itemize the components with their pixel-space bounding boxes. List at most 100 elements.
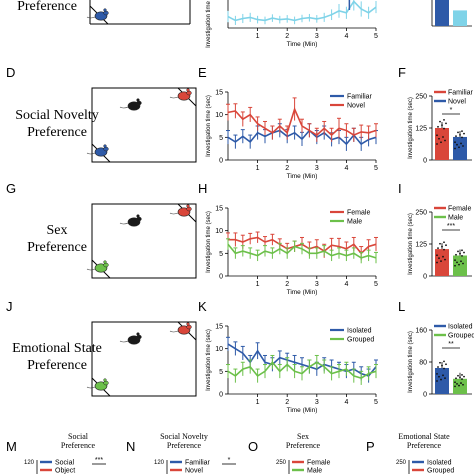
panel-E-ytick-label-1: 5	[219, 135, 223, 142]
panel-E-xtick-label-4: 5	[374, 165, 378, 172]
panel-H-ytick-label-2: 10	[215, 228, 223, 235]
panel-I-bar-0	[435, 249, 449, 276]
panel-I-dot-0-7	[445, 244, 447, 247]
panel-H-ylabel: Investigation time (sec)	[206, 211, 212, 273]
panel-N-sig-label: *	[228, 457, 231, 464]
panel-H-ytick-label-3: 15	[215, 206, 223, 213]
panel-I-dot-1-2	[458, 263, 460, 266]
panel-I-ytick-label-2: 250	[415, 210, 427, 217]
panel-I-ylabel: Investigation time (sec)	[408, 213, 414, 275]
mouse-topright-emotion-head	[186, 324, 192, 330]
panel-K-ylabel: Investigation time (sec)	[206, 329, 212, 391]
mouse-center-novelty-ear	[136, 98, 140, 102]
panel-letter-h: H	[198, 181, 208, 196]
mouse-topright-novelty-head	[186, 90, 192, 96]
panel-top-bar-bar-0	[435, 0, 449, 26]
mouse-bottomleft-novelty-head	[103, 146, 109, 152]
panel-o-title-line1: Sex	[297, 432, 309, 441]
mouse-topright-sex	[169, 204, 192, 217]
panel-F-dot-1-9	[457, 131, 459, 134]
panel-I-dot-1-5	[459, 252, 461, 255]
panel-N-legend-label-0: Familiar	[185, 460, 211, 467]
panel-F-ytick-label-2: 250	[415, 94, 427, 101]
panel-M-legend-label-1: Object	[55, 468, 75, 474]
panel-m-title: Social Preference	[48, 432, 108, 450]
panel-N-legend-label-1: Novel	[185, 468, 203, 474]
panel-I-dot-0-8	[442, 255, 444, 258]
mouse-bottomleft-social-ear	[103, 8, 107, 12]
panel-letter-g: G	[6, 181, 17, 196]
panel-E-legend-label-1: Novel	[347, 103, 365, 110]
mouse-topright-emotion-ear	[186, 322, 190, 326]
panel-L-dot-0-5	[441, 364, 443, 367]
panel-L-dot-0-9	[439, 361, 441, 364]
panel-F-bar-1	[453, 136, 467, 160]
panel-I-dot-0-1	[443, 248, 445, 251]
panel-K-xlabel: Time (Min)	[287, 407, 318, 414]
panel-E-xtick-label-0: 1	[256, 165, 260, 172]
panel-letter-k: K	[198, 299, 207, 314]
panel-F-dot-1-7	[463, 132, 465, 135]
panel-P-legend-label-1: Grouped	[427, 468, 454, 474]
panel-F-dot-0-7	[445, 122, 447, 125]
panel-L-ytick-label-2: 160	[415, 328, 427, 335]
panel-I-dot-1-10	[454, 259, 456, 262]
panel-E-ytick-label-0: 0	[219, 158, 223, 165]
panel-F-dot-1-3	[455, 135, 457, 138]
panel-K-xtick-label-0: 1	[256, 399, 260, 406]
panel-F-dot-0-4	[444, 139, 446, 142]
panel-top-line-xtick-label-2: 3	[315, 33, 319, 40]
panel-F-dot-0-3	[437, 125, 439, 128]
mouse-bottomleft-emotion-head	[103, 380, 109, 386]
panel-H-ytick-label-1: 5	[219, 251, 223, 258]
panel-letter-o: O	[248, 439, 259, 454]
panel-L-dot-0-0	[436, 380, 438, 382]
panel-K-legend-label-0: Isolated	[347, 328, 372, 335]
panel-F-dot-1-8	[460, 142, 462, 145]
panel-I-dot-0-3	[437, 247, 439, 250]
mouse-bottomleft-social-head	[103, 10, 109, 16]
panel-M-legend-label-0: Social	[55, 460, 75, 467]
panel-O-legend-label-0: Female	[307, 460, 330, 467]
panel-I-dot-1-0	[454, 264, 456, 267]
panel-K-ytick-label-2: 10	[215, 346, 223, 353]
mouse-bottomleft-sex-head	[103, 262, 109, 268]
mouse-bottomleft-sex	[86, 260, 109, 273]
arena-novelty	[91, 87, 197, 163]
panel-E-legend-label-0: Familiar	[347, 94, 373, 101]
row-title-novelty-line2: Preference	[27, 125, 87, 140]
panel-L-dot-0-6	[438, 375, 440, 378]
panel-o-title: Sex Preference	[268, 432, 338, 450]
panel-L-dot-1-0	[454, 385, 456, 388]
mouse-bottomleft-social	[86, 8, 109, 21]
mouse-topright-sex-tail	[169, 212, 179, 215]
mouse-center-sex	[119, 214, 142, 227]
panel-L-dot-0-11	[443, 360, 445, 363]
panel-E-xlabel: Time (Min)	[287, 173, 318, 180]
panel-I-dot-1-3	[455, 253, 457, 256]
panel-top-line-xtick-label-4: 5	[374, 33, 378, 40]
panel-I-dot-1-7	[463, 251, 465, 254]
panel-P-legend-label-0: Isolated	[427, 460, 452, 467]
panel-letter-i: I	[398, 181, 402, 196]
mouse-center-sex-tail	[119, 222, 129, 225]
panel-L-ylabel: Investigation time (sec)	[408, 331, 414, 393]
mouse-topright-emotion-tail	[169, 330, 179, 333]
panel-letter-m: M	[6, 439, 17, 454]
panel-H-xtick-label-2: 3	[315, 281, 319, 288]
panel-L-dot-1-9	[457, 374, 459, 377]
panel-F-dot-0-5	[441, 124, 443, 126]
panel-F-dot-0-1	[443, 127, 445, 130]
panel-letter-j: J	[6, 299, 13, 314]
panel-F-dot-1-10	[454, 141, 456, 144]
panel-top-line-xtick-label-1: 2	[285, 33, 289, 40]
panel-K-ytick-label-0: 0	[219, 392, 223, 399]
mouse-center-emotion-tail	[119, 340, 129, 343]
panel-I-dot-0-9	[439, 242, 441, 245]
row-title-novelty: Social Novelty Preference	[0, 107, 114, 141]
panel-F-ylabel: Investigation time (sec)	[408, 97, 414, 159]
panel-F-ytick-label-1: 125	[415, 126, 427, 133]
panel-top-line-xlabel: Time (Min)	[287, 41, 318, 48]
panel-F-dot-0-6	[438, 137, 440, 140]
